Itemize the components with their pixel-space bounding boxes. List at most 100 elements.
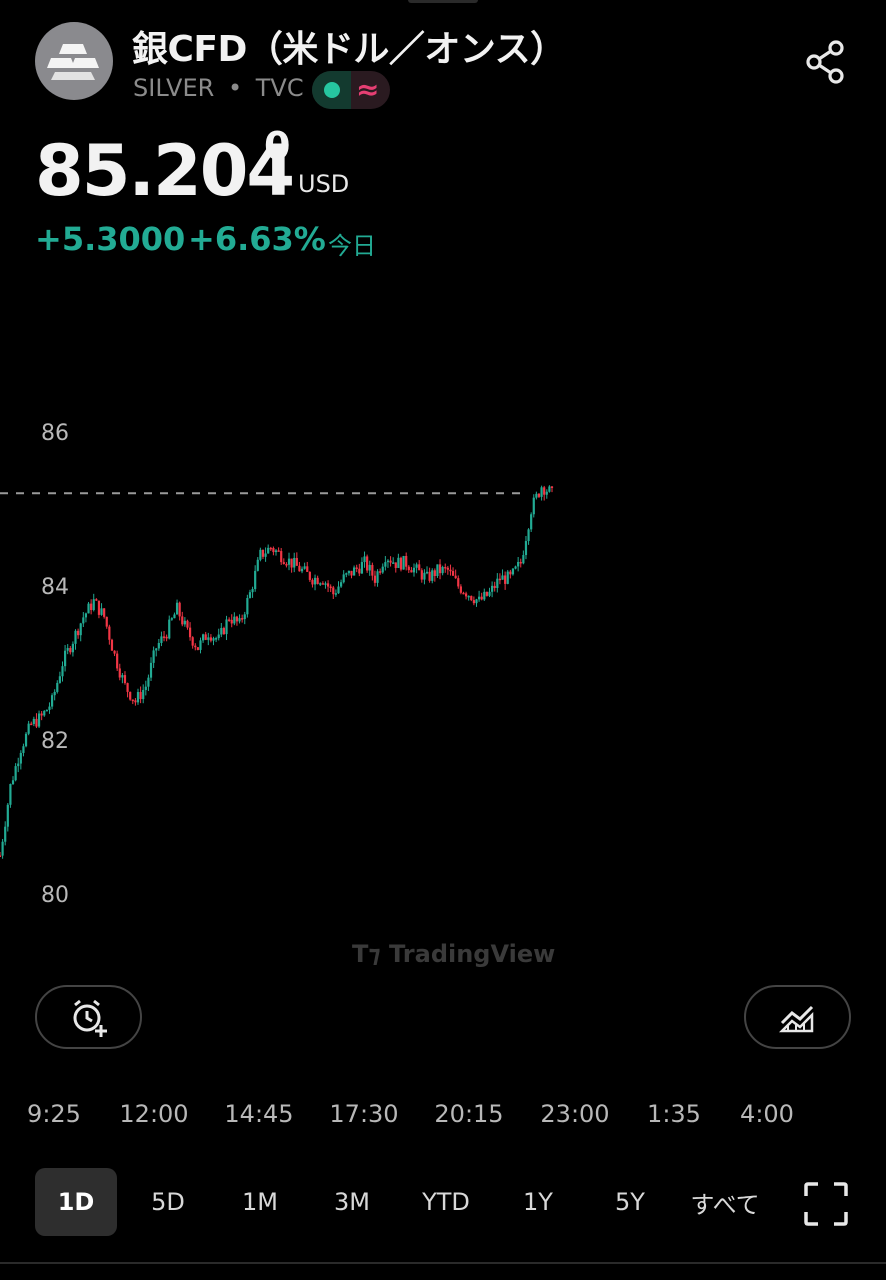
fullscreen-button[interactable]: [800, 1178, 852, 1230]
candle-body: [454, 575, 457, 579]
candle-body: [480, 596, 483, 600]
candle-body: [116, 653, 119, 669]
candle-body: [402, 555, 405, 570]
price-chart[interactable]: 86 84 82 80: [0, 400, 886, 940]
candle-body: [264, 553, 267, 557]
candle-body: [498, 578, 502, 581]
chart-style-icon: [778, 1005, 813, 1033]
candle-body: [485, 591, 489, 596]
candle-body: [225, 619, 228, 635]
candle-body: [170, 618, 173, 620]
candle-body: [517, 561, 520, 567]
candle-body: [420, 570, 423, 580]
candle-body: [196, 647, 199, 650]
candle-body: [48, 706, 51, 710]
market-status-badge[interactable]: ≈: [312, 71, 390, 109]
candle-body: [524, 541, 528, 556]
candle-body: [360, 562, 364, 574]
candle-body: [295, 557, 298, 566]
candle-body: [162, 636, 166, 638]
candle-body: [82, 617, 85, 624]
candle-body: [353, 567, 356, 576]
candle-body: [477, 596, 481, 600]
candle-body: [438, 564, 442, 574]
candle-body: [157, 642, 160, 649]
range-5y[interactable]: 5Y: [615, 1188, 645, 1216]
candle-body: [152, 650, 155, 663]
range-ytd[interactable]: YTD: [422, 1188, 470, 1216]
fullscreen-icon: [804, 1182, 848, 1226]
candle-body: [199, 640, 202, 650]
range-all[interactable]: すべて: [690, 1190, 760, 1219]
candle-body: [11, 780, 15, 785]
candle-body: [272, 548, 275, 553]
chart-style-button[interactable]: [744, 985, 851, 1049]
candle-body: [50, 695, 54, 707]
candle-body: [321, 583, 324, 585]
candle-body: [212, 638, 215, 641]
x-tick-label: 1:35: [647, 1100, 701, 1128]
candle-body: [254, 570, 257, 590]
candle-body: [300, 568, 304, 572]
candle-body: [509, 571, 512, 575]
candle-body: [40, 713, 43, 716]
candle-body: [368, 564, 371, 571]
candle-body: [139, 692, 142, 700]
candle-body: [277, 550, 280, 552]
candle-body: [514, 566, 517, 569]
x-tick-label: 17:30: [329, 1100, 399, 1128]
candle-body: [9, 784, 12, 805]
candle-body: [220, 627, 223, 635]
candle-body: [233, 616, 236, 624]
range-3m[interactable]: 3M: [334, 1188, 370, 1216]
candle-body: [95, 599, 98, 601]
candle-body: [433, 570, 436, 576]
candle-body: [259, 549, 262, 560]
candle-body: [66, 648, 69, 651]
range-1y[interactable]: 1Y: [523, 1188, 553, 1216]
candle-body: [418, 564, 421, 571]
silver-bars-icon: [35, 22, 113, 100]
candle-body: [293, 557, 296, 568]
candle-body: [530, 514, 533, 530]
symbol-subtitle: SILVER • TVC: [133, 74, 304, 102]
candle-body: [261, 549, 265, 557]
market-open-dot-icon: [324, 82, 340, 98]
exchange-label: TVC: [255, 74, 304, 102]
candle-body: [316, 577, 319, 584]
candle-body: [425, 571, 429, 574]
candle-body: [108, 626, 111, 640]
range-5d[interactable]: 5D: [151, 1188, 185, 1216]
x-tick-label: 9:25: [27, 1100, 81, 1128]
range-1d[interactable]: 1D: [35, 1168, 117, 1236]
candle-body: [405, 555, 408, 567]
candle-body: [61, 666, 64, 677]
candle-body: [136, 692, 140, 703]
tradingview-watermark: T⁊ TradingView: [352, 940, 555, 968]
candle-body: [548, 486, 551, 492]
candle-body: [243, 614, 246, 620]
candle-body: [431, 570, 434, 581]
candle-body: [496, 578, 499, 589]
share-button[interactable]: [800, 36, 852, 88]
currency-label: USD: [298, 170, 350, 198]
candle-body: [97, 600, 101, 615]
candle-body: [308, 571, 311, 580]
candle-body: [501, 575, 504, 580]
candle-body: [511, 568, 515, 575]
x-tick-label: 4:00: [740, 1100, 794, 1128]
price-value: 85.204: [35, 130, 295, 212]
add-alert-button[interactable]: [35, 985, 142, 1049]
watermark-text: TradingView: [389, 940, 556, 968]
candle-body: [457, 578, 460, 587]
candle-body: [37, 713, 41, 727]
candle-body: [386, 560, 390, 563]
candle-body: [53, 691, 56, 696]
candle-body: [446, 567, 449, 570]
candle-body: [45, 709, 48, 712]
candle-body: [472, 600, 475, 604]
candle-body: [451, 570, 455, 576]
range-1m[interactable]: 1M: [242, 1188, 278, 1216]
candle-body: [69, 648, 72, 653]
candle-body: [345, 573, 348, 575]
